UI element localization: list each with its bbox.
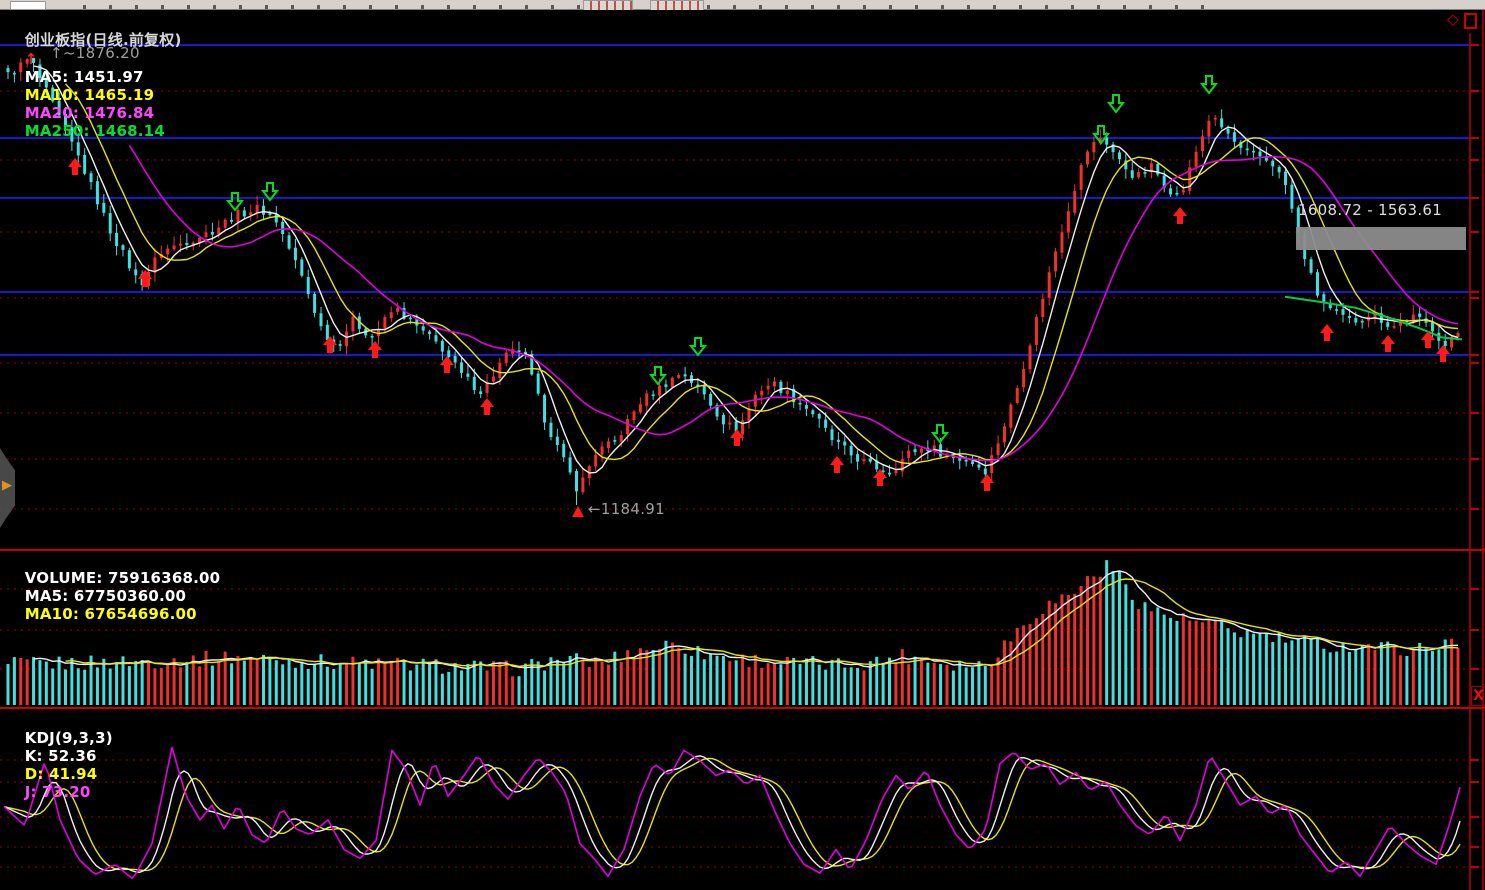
toolbar-left-box — [10, 1, 46, 10]
screen-low-label: ←1184.91 — [588, 500, 665, 518]
ma250-value: MA250: 1468.14 — [24, 122, 165, 140]
red-up-arrow-icon: ↑ — [24, 50, 38, 68]
toolbar-button-2[interactable] — [650, 0, 704, 10]
kdj-j-value: J: 73.20 — [24, 783, 91, 801]
toolbar-menu-text-clipped — [70, 5, 1210, 9]
price-panel-header: 创业板指(日线.前复权) ↑ MA5: 1451.97 MA10: 1465.1… — [3, 11, 191, 158]
ma20-value: MA20: 1476.84 — [24, 104, 155, 122]
volume-value: VOLUME: 75916368.00 — [24, 569, 221, 587]
window-diamond-icon[interactable]: ◇ — [1447, 10, 1459, 28]
volume-ma5-value: MA5: 67750360.00 — [24, 587, 187, 605]
ma5-value: MA5: 1451.97 — [24, 68, 144, 86]
instrument-title: 创业板指(日线.前复权) — [24, 31, 182, 49]
window-restore-icon[interactable] — [1464, 13, 1477, 29]
top-toolbar[interactable] — [0, 0, 1485, 10]
kdj-k-value: K: 52.36 — [24, 747, 97, 765]
kdj-name: KDJ(9,3,3) — [24, 729, 113, 747]
kdj-d-value: D: 41.94 — [24, 765, 98, 783]
screen-high-label: ↑~1876.20 — [50, 44, 140, 62]
ma10-value: MA10: 1465.19 — [24, 86, 155, 104]
toolbar-button-1[interactable] — [583, 0, 633, 10]
sidebar-expand-handle[interactable]: ▶ — [0, 448, 15, 528]
expand-arrow-icon: ▶ — [2, 478, 12, 493]
range-measure-label: 1608.72 - 1563.61 — [1298, 201, 1443, 219]
kdj-panel-header: KDJ(9,3,3) K: 52.36 D: 41.94 J: 73.20 — [3, 711, 122, 819]
volume-panel-header: VOLUME: 75916368.00 MA5: 67750360.00 MA1… — [3, 551, 229, 641]
indicator-close-button[interactable]: X — [1471, 686, 1485, 706]
volume-ma10-value: MA10: 67654696.00 — [24, 605, 197, 623]
